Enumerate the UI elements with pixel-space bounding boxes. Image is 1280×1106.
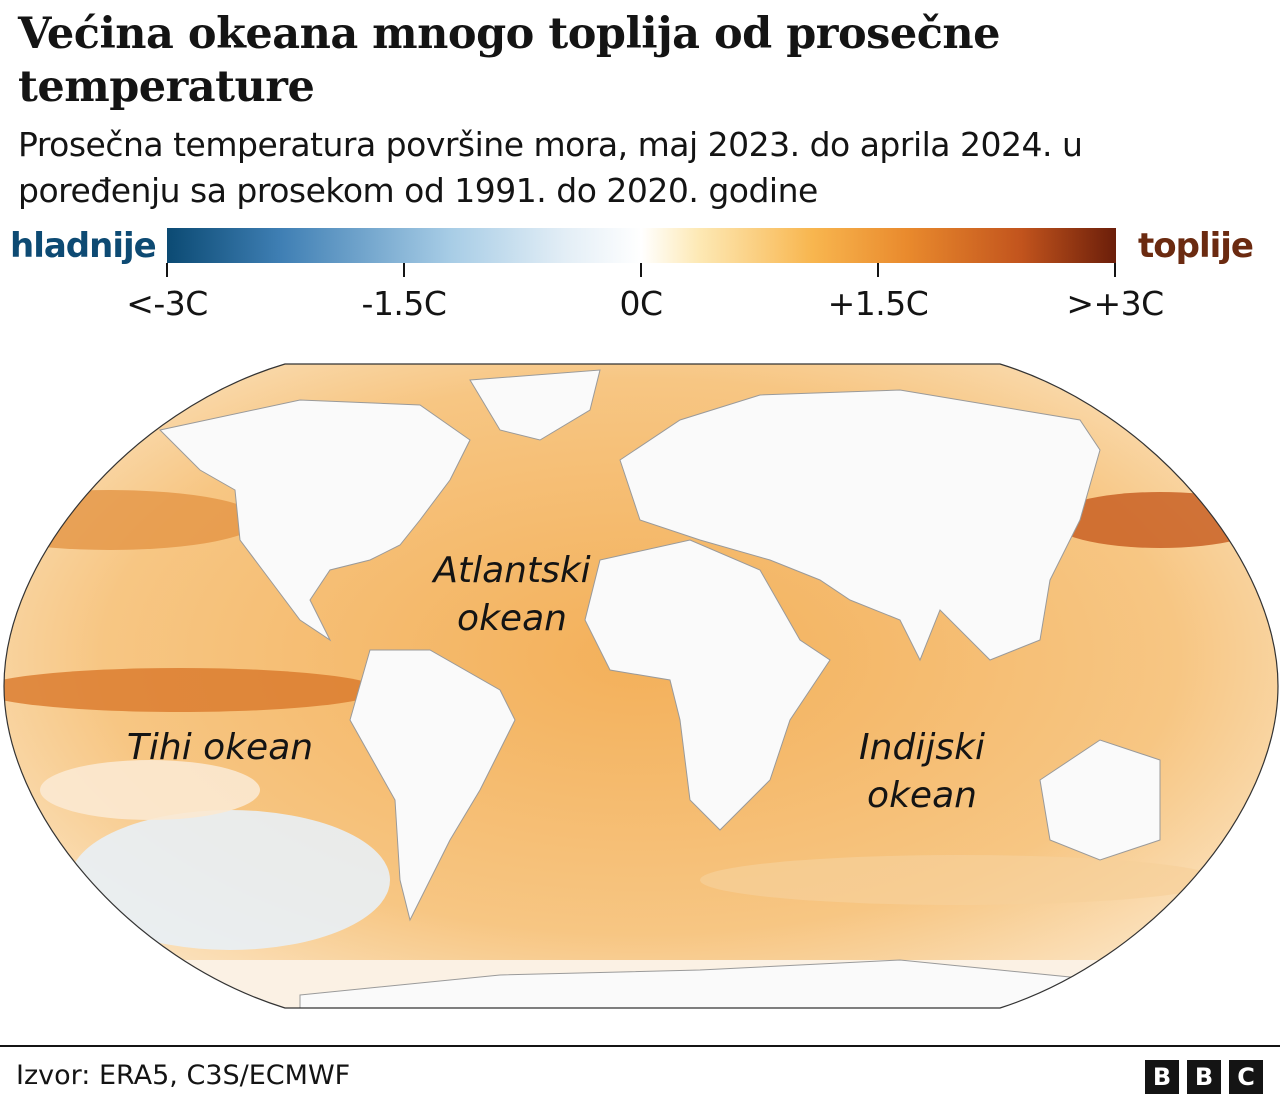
legend-cold-label: hladnije [10, 226, 157, 266]
ocean-label-line: okean [867, 775, 977, 816]
legend-tick [403, 263, 405, 277]
ocean-label-line: Atlantski [433, 550, 591, 591]
legend-tick-label: <-3C [126, 284, 208, 323]
legend-tick-label: -1.5C [361, 284, 447, 323]
legend-tick-label: 0C [619, 284, 663, 323]
world-map [3, 363, 1279, 1009]
chart-title: Većina okeana mnogo toplija od prosečne … [18, 9, 1001, 112]
antarctica [299, 959, 1101, 1008]
greenland [469, 369, 601, 441]
el-nino-band [4, 668, 380, 712]
eurasia [619, 389, 1101, 662]
neutral-patch [700, 855, 1220, 905]
africa [584, 539, 831, 831]
legend-tick [1114, 263, 1116, 277]
bbc-logo-block: B [1145, 1060, 1179, 1094]
bbc-logo-block: B [1187, 1060, 1221, 1094]
legend-tick-label: +1.5C [827, 284, 929, 323]
chart-subtitle: Prosečna temperatura površine mora, maj … [18, 125, 1083, 210]
south-america [349, 649, 516, 922]
ocean-label-indian: Indijski okean [859, 724, 985, 820]
ocean-label-atlantic: Atlantski okean [433, 547, 590, 643]
legend-tick [640, 263, 642, 277]
cool-patch [70, 810, 390, 950]
legend-tick [166, 263, 168, 277]
legend-warm-label: toplije [1138, 226, 1254, 266]
footer-divider [0, 1045, 1280, 1047]
legend-tick-label: >+3C [1066, 284, 1164, 323]
map-outline [3, 363, 1279, 1009]
ocean-label-pacific: Tihi okean [126, 727, 314, 768]
color-scale-bar [167, 228, 1116, 263]
ocean-label-line: Indijski [859, 727, 985, 768]
north-america [158, 399, 471, 642]
legend-tick [877, 263, 879, 277]
bbc-logo-block: C [1229, 1060, 1263, 1094]
source-note: Izvor: ERA5, C3S/ECMWF [16, 1060, 351, 1091]
australia [1039, 739, 1161, 861]
cool-patch [40, 760, 260, 820]
ocean-label-line: okean [457, 598, 567, 639]
